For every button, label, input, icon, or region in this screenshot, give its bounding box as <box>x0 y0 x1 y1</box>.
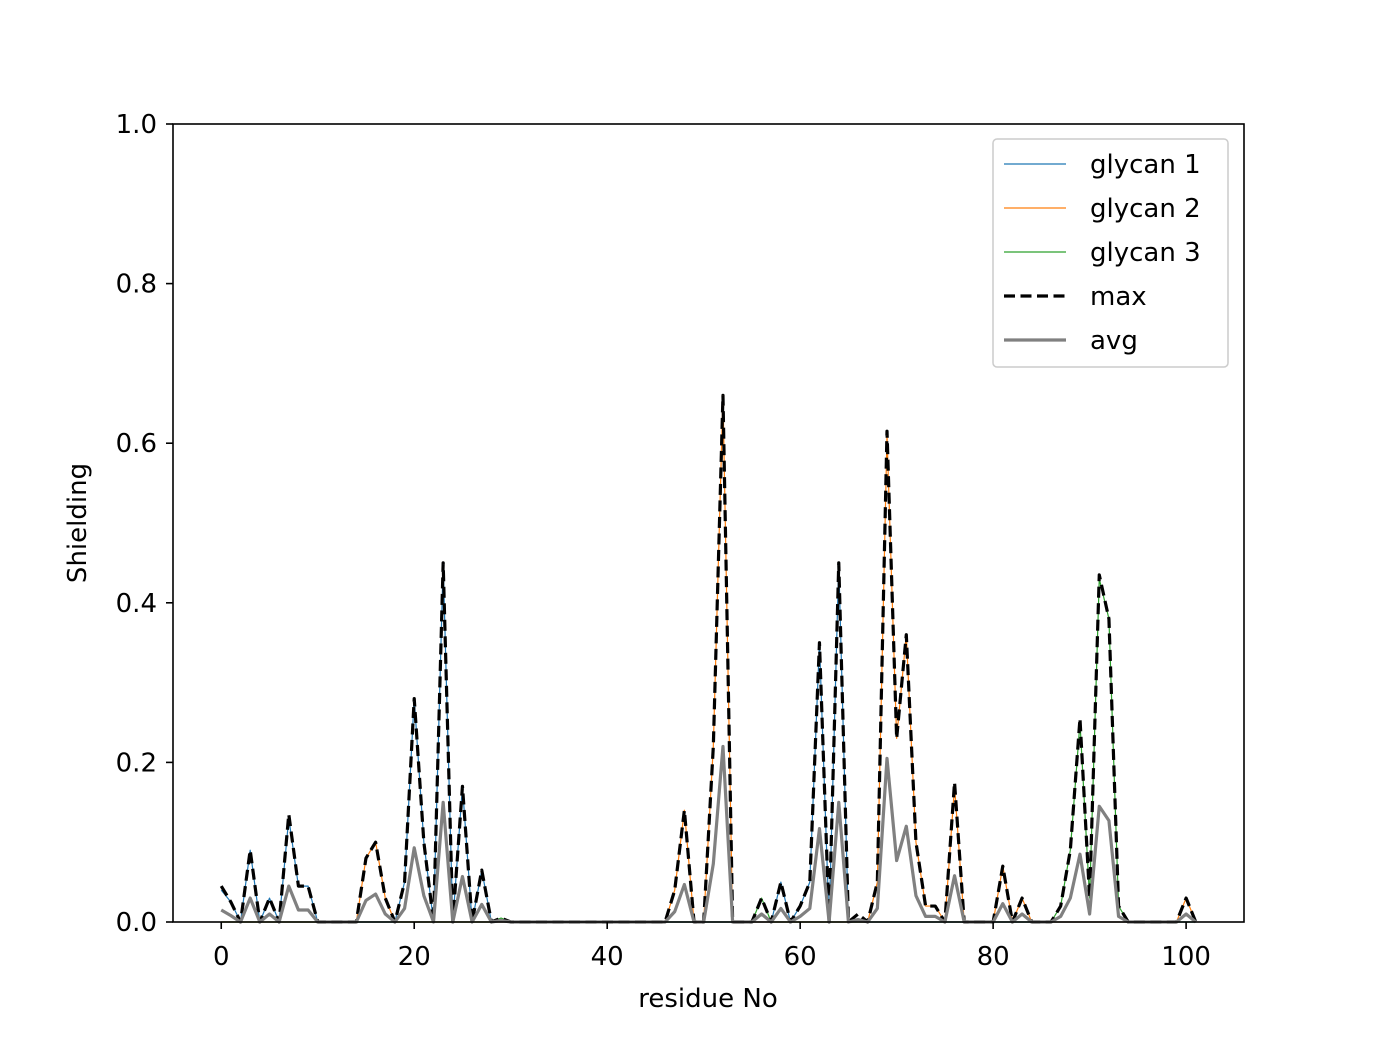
y-axis: 0.0 0.2 0.4 0.6 0.8 1.0 <box>116 110 173 938</box>
y-tick-label: 0.2 <box>116 748 157 778</box>
legend-label: glycan 1 <box>1090 150 1201 180</box>
legend-box <box>992 138 1229 368</box>
x-tick-label: 100 <box>1161 942 1211 972</box>
x-tick-label: 0 <box>213 942 230 972</box>
x-axis-label: residue No <box>638 984 777 1014</box>
legend-label: glycan 2 <box>1090 194 1201 224</box>
x-axis: 0 20 40 60 80 100 <box>213 922 1211 972</box>
legend-label: max <box>1090 282 1147 312</box>
y-tick-label: 0.0 <box>116 908 157 938</box>
x-tick-label: 40 <box>591 942 624 972</box>
x-tick-label: 20 <box>398 942 431 972</box>
plot-frame <box>172 123 1245 923</box>
y-tick-label: 0.8 <box>116 270 157 300</box>
y-tick-label: 0.4 <box>116 589 157 619</box>
legend: glycan 1 glycan 2 glycan 3 max avg <box>992 138 1229 368</box>
x-tick-label: 80 <box>977 942 1010 972</box>
y-axis-label: Shielding <box>63 463 93 583</box>
legend-label: avg <box>1090 326 1138 356</box>
x-tick-label: 60 <box>784 942 817 972</box>
y-tick-label: 0.6 <box>116 429 157 459</box>
legend-label: glycan 3 <box>1090 238 1201 268</box>
y-tick-label: 1.0 <box>116 110 157 140</box>
